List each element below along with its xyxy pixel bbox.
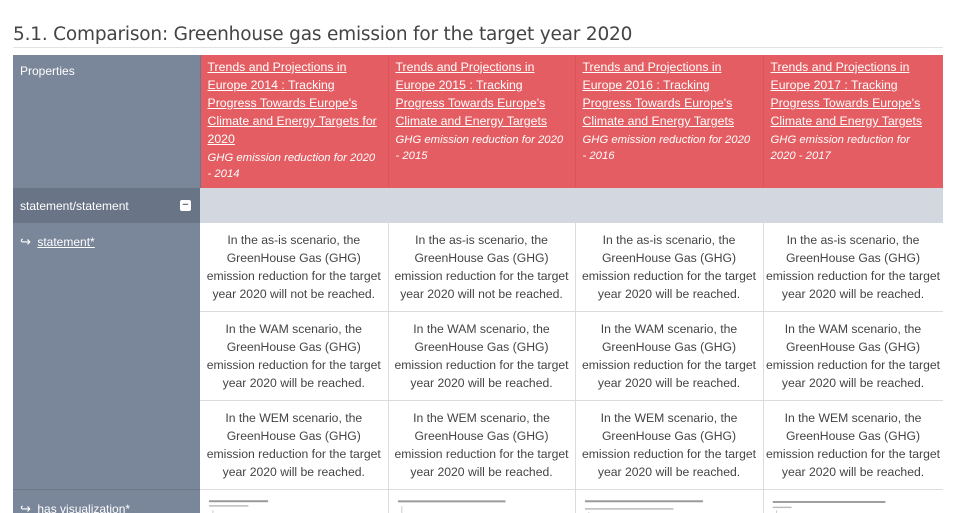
statement-link[interactable]: statement* bbox=[37, 235, 95, 249]
statement-cell: In the as-is scenario, the GreenHouse Ga… bbox=[200, 223, 389, 312]
statement-cell: In the WAM scenario, the GreenHouse Gas … bbox=[575, 311, 764, 401]
source-subtitle-2014: GHG emission reduction for 2020 - 2014 bbox=[207, 152, 376, 180]
header-row: Properties Trends and Projections in Eur… bbox=[13, 55, 943, 188]
comparison-table: Properties Trends and Projections in Eur… bbox=[13, 55, 943, 513]
collapse-icon[interactable]: − bbox=[180, 200, 191, 211]
statement-property-cell: ↪ statement* bbox=[13, 223, 200, 490]
title-divider bbox=[13, 47, 943, 48]
source-subtitle-2015: GHG emission reduction for 2020 - 2015 bbox=[395, 134, 564, 162]
section-row: statement/statement − bbox=[13, 188, 943, 223]
statement-cell: In the as-is scenario, the GreenHouse Ga… bbox=[763, 223, 943, 312]
statement-cell: In the WAM scenario, the GreenHouse Gas … bbox=[388, 311, 576, 401]
statement-cell: In the WAM scenario, the GreenHouse Gas … bbox=[200, 311, 389, 401]
properties-header: Properties bbox=[13, 55, 201, 188]
source-link-2015[interactable]: Trends and Projections in Europe 2015 : … bbox=[395, 60, 548, 128]
statement-cell: In the WEM scenario, the GreenHouse Gas … bbox=[575, 400, 764, 490]
chart-thumbnail[interactable] bbox=[581, 494, 758, 513]
source-link-2014[interactable]: Trends and Projections in Europe 2014 : … bbox=[207, 60, 377, 146]
chart-thumbnail[interactable] bbox=[205, 494, 383, 513]
source-link-2017[interactable]: Trends and Projections in Europe 2017 : … bbox=[770, 60, 923, 128]
source-subtitle-2017: GHG emission reduction for 2020 - 2017 bbox=[770, 134, 910, 162]
page-title: 5.1. Comparison: Greenhouse gas emission… bbox=[13, 24, 633, 45]
visualization-property-cell: ↪ has visualization* bbox=[13, 489, 200, 513]
source-header-2015: Trends and Projections in Europe 2015 : … bbox=[388, 55, 576, 188]
statement-cell: In the WEM scenario, the GreenHouse Gas … bbox=[388, 400, 576, 490]
arrow-return-icon: ↪ bbox=[20, 234, 31, 249]
section-fill bbox=[200, 188, 943, 223]
section-header[interactable]: statement/statement − bbox=[13, 188, 200, 223]
statement-row: In the WEM scenario, the GreenHouse Gas … bbox=[13, 400, 943, 490]
source-header-2014: Trends and Projections in Europe 2014 : … bbox=[200, 55, 389, 188]
section-label: statement/statement bbox=[20, 198, 129, 213]
source-subtitle-2016: GHG emission reduction for 2020 - 2016 bbox=[582, 134, 751, 162]
chart-thumbnail[interactable] bbox=[769, 494, 938, 513]
comparison-table-container[interactable]: Properties Trends and Projections in Eur… bbox=[13, 55, 943, 513]
statement-row: ↪ statement* In the as-is scenario, the … bbox=[13, 223, 943, 490]
visualization-cell[interactable] bbox=[575, 489, 764, 513]
source-header-2017: Trends and Projections in Europe 2017 : … bbox=[763, 55, 943, 188]
chart-thumbnail[interactable] bbox=[394, 494, 570, 513]
visualization-cell[interactable] bbox=[200, 489, 389, 513]
arrow-return-icon: ↪ bbox=[20, 501, 31, 513]
source-header-2016: Trends and Projections in Europe 2016 : … bbox=[575, 55, 764, 188]
statement-cell: In the as-is scenario, the GreenHouse Ga… bbox=[388, 223, 576, 312]
visualization-cell[interactable] bbox=[388, 489, 576, 513]
source-link-2016[interactable]: Trends and Projections in Europe 2016 : … bbox=[582, 60, 735, 128]
statement-row: In the WAM scenario, the GreenHouse Gas … bbox=[13, 311, 943, 401]
statement-cell: In the WEM scenario, the GreenHouse Gas … bbox=[763, 400, 943, 490]
visualization-link[interactable]: has visualization* bbox=[37, 502, 131, 513]
statement-cell: In the WAM scenario, the GreenHouse Gas … bbox=[763, 311, 943, 401]
visualization-row: ↪ has visualization* bbox=[13, 489, 943, 513]
visualization-cell[interactable] bbox=[763, 489, 943, 513]
statement-cell: In the WEM scenario, the GreenHouse Gas … bbox=[200, 400, 389, 490]
statement-cell: In the as-is scenario, the GreenHouse Ga… bbox=[575, 223, 764, 312]
